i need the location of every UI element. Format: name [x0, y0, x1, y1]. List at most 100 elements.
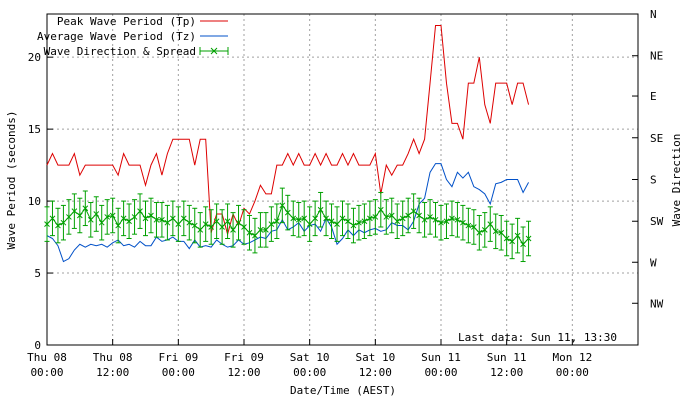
point-marker: [49, 215, 56, 222]
data-point: [465, 207, 472, 244]
point-marker: [87, 216, 94, 223]
data-point: [377, 191, 384, 228]
axes-layer: 0 5 10 15 20 Thu 08 00:00 Thu 08 12:00 Fri 09 00:0…: [27, 8, 663, 379]
data-point: [290, 200, 297, 237]
point-marker: [476, 229, 483, 236]
x-tick-label-time: 12:00: [359, 366, 392, 379]
data-point: [339, 200, 346, 237]
data-point: [520, 226, 526, 263]
point-marker: [82, 205, 89, 212]
point-marker: [186, 219, 193, 226]
data-point: [470, 209, 477, 245]
legend-label: Average Wave Period (Tz): [37, 30, 196, 43]
data-point: [334, 206, 340, 242]
x-tick-label-time: 00:00: [424, 366, 457, 379]
data-point: [481, 212, 488, 248]
data-point: [82, 190, 89, 227]
data-point: [202, 206, 209, 242]
data-point: [279, 187, 286, 224]
data-point: [438, 204, 444, 241]
point-marker: [295, 216, 302, 223]
legend-label: Wave Direction & Spread: [44, 45, 196, 58]
point-marker: [213, 218, 220, 225]
data-point: [345, 203, 351, 240]
data-point: [312, 200, 318, 237]
data-point: [164, 204, 171, 241]
point-marker: [520, 241, 526, 248]
data-point: [180, 200, 187, 237]
data-point: [186, 204, 193, 241]
data-point: [104, 199, 111, 235]
data-point: [350, 207, 357, 244]
point-marker: [104, 214, 111, 220]
point-marker: [60, 219, 67, 226]
point-marker: [438, 219, 444, 226]
point-marker: [175, 221, 182, 227]
point-marker: [306, 221, 313, 227]
y-tick-label: 20: [28, 51, 41, 64]
point-marker: [449, 215, 455, 222]
point-marker: [44, 221, 50, 227]
point-marker: [388, 212, 395, 219]
data-point: [208, 209, 215, 245]
data-point: [367, 200, 373, 237]
data-point: [487, 206, 494, 242]
data-point: [405, 197, 412, 234]
data-point: [476, 214, 483, 251]
point-marker: [301, 215, 308, 222]
data-point: [153, 202, 160, 238]
y2-tick-label: N: [650, 8, 657, 21]
point-marker: [279, 202, 286, 209]
y2-tick-label: SW: [650, 215, 664, 228]
data-point: [197, 212, 204, 248]
point-marker: [339, 215, 346, 222]
point-marker: [356, 219, 362, 226]
point-marker: [98, 219, 105, 226]
data-point: [323, 200, 329, 237]
data-point: [175, 206, 182, 242]
x-tick-label-day: Sat 10: [355, 351, 395, 364]
point-marker: [164, 219, 171, 226]
x-tick-label-time: 12:00: [490, 366, 523, 379]
point-marker: [202, 221, 209, 227]
point-marker: [219, 224, 225, 230]
point-marker: [93, 211, 100, 217]
data-point: [71, 193, 78, 229]
data-point: [76, 197, 83, 234]
data-point: [235, 204, 242, 241]
x-tick-label-time: 00:00: [556, 366, 589, 379]
point-marker: [230, 227, 236, 233]
point-marker: [109, 212, 116, 219]
point-marker: [514, 232, 521, 239]
data-point: [219, 209, 225, 245]
y2-tick-label: NE: [650, 50, 663, 63]
point-marker: [460, 219, 466, 226]
point-marker: [273, 218, 280, 225]
point-marker: [487, 221, 494, 227]
point-marker: [170, 215, 176, 222]
data-point: [372, 199, 379, 235]
point-marker: [257, 227, 264, 233]
data-point: [361, 203, 368, 240]
point-marker: [470, 224, 477, 230]
x-tick-label-time: 00:00: [30, 366, 63, 379]
data-point: [432, 202, 439, 238]
point-marker: [284, 209, 291, 216]
point-marker: [345, 218, 351, 225]
x-tick-label-day: Thu 08: [93, 351, 133, 364]
data-point: [246, 214, 253, 251]
data-point: [60, 204, 67, 241]
y2-tick-label: W: [650, 256, 657, 269]
point-marker: [153, 216, 160, 223]
legend-marker: [210, 47, 218, 55]
point-marker: [421, 216, 428, 223]
y2-axis-label: Wave Direction: [670, 134, 683, 227]
plot-frame: [46, 13, 639, 346]
point-marker: [503, 235, 510, 242]
point-marker: [372, 214, 379, 220]
point-marker: [454, 216, 461, 223]
data-point: [159, 202, 165, 238]
point-marker: [131, 214, 138, 220]
